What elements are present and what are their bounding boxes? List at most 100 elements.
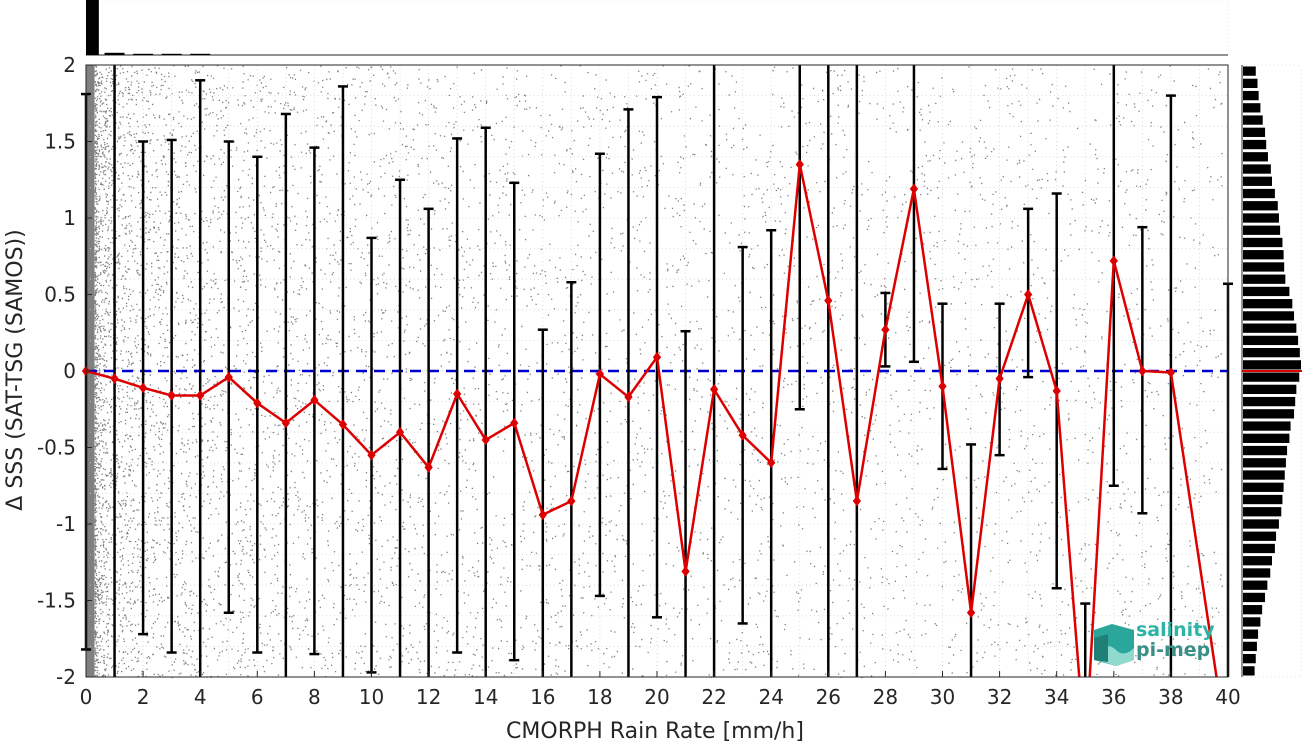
mean-point xyxy=(338,419,348,430)
x-tick-label: 22 xyxy=(701,685,726,709)
right-histogram-bar xyxy=(1243,494,1283,505)
mean-point xyxy=(481,434,490,446)
y-tick-label: 2 xyxy=(63,53,76,77)
y-tick-label: 0 xyxy=(63,359,76,383)
x-tick-label: 40 xyxy=(1215,685,1240,709)
right-histogram-bar xyxy=(1243,641,1257,652)
right-histogram-bar xyxy=(1243,445,1288,456)
axes xyxy=(85,64,1229,678)
right-histogram-bar xyxy=(1243,384,1297,395)
top-histogram-bar xyxy=(104,52,125,55)
mean-point xyxy=(367,449,376,461)
x-tick-label: 8 xyxy=(308,685,321,709)
right-histogram-bar xyxy=(1243,237,1283,248)
mean-point xyxy=(196,390,205,401)
top-histogram-bar xyxy=(86,0,99,55)
mean-point xyxy=(510,417,519,429)
right-histogram-bar xyxy=(1243,335,1299,346)
right-histogram-bar xyxy=(1243,250,1284,260)
right-histogram-bar xyxy=(1243,568,1271,578)
tick-labels: 0 2 4 6 8 10 12 14 16 18 20 22 24 26 28 30 32 34 36 38 4021.… xyxy=(37,53,1241,709)
mean-point xyxy=(138,382,148,394)
mean-point xyxy=(253,397,262,409)
right-histogram-bar xyxy=(1243,103,1261,113)
x-tick-label: 30 xyxy=(930,685,955,709)
right-histogram-bar xyxy=(1243,531,1277,541)
y-tick-label: 1.5 xyxy=(44,130,76,154)
right-histogram-bar xyxy=(1243,556,1272,566)
right-histogram-bar xyxy=(1243,299,1293,309)
right-histogram xyxy=(1241,64,1302,678)
right-histogram-bar xyxy=(1243,421,1291,431)
right-histogram-bar xyxy=(1243,78,1258,89)
mean-point xyxy=(938,380,947,392)
y-tick-label: 0.5 xyxy=(44,283,76,307)
logo-line1: salinity xyxy=(1136,619,1215,641)
x-tick-label: 0 xyxy=(80,685,93,709)
mean-polyline xyxy=(86,164,1218,677)
x-tick-label: 16 xyxy=(530,685,555,709)
mean-point xyxy=(852,495,861,507)
mean-point xyxy=(767,457,776,469)
mean-point xyxy=(624,391,633,403)
right-histogram-bar xyxy=(1243,470,1285,480)
right-histogram-bar xyxy=(1243,188,1275,199)
logo-line2: pi-mep xyxy=(1136,639,1211,661)
right-histogram-bar xyxy=(1243,580,1268,590)
x-tick-label: 4 xyxy=(194,685,207,709)
right-histogram-bar xyxy=(1243,323,1297,333)
x-tick-label: 34 xyxy=(1044,685,1069,709)
mean-point xyxy=(966,607,976,619)
top-histogram xyxy=(85,0,1229,56)
mean-point xyxy=(709,384,719,395)
mean-point xyxy=(881,324,890,336)
x-tick-label: 18 xyxy=(587,685,612,709)
right-histogram-bar xyxy=(1243,666,1255,676)
top-histogram-bar xyxy=(161,53,182,55)
mean-point xyxy=(424,462,433,473)
mean-point xyxy=(795,159,804,170)
right-histogram-bar xyxy=(1243,372,1300,382)
x-tick-label: 36 xyxy=(1101,685,1126,709)
y-axis-label: Δ SSS (SAT-TSG (SAMOS)) xyxy=(3,229,28,510)
y-tick-label: 1 xyxy=(63,206,76,230)
right-histogram-bar xyxy=(1243,433,1290,443)
x-tick-label: 24 xyxy=(758,685,783,709)
x-tick-label: 38 xyxy=(1158,685,1183,709)
right-histogram-bar xyxy=(1243,592,1266,603)
x-tick-label: 32 xyxy=(987,685,1012,709)
right-histogram-bar xyxy=(1243,482,1284,492)
right-histogram-bar xyxy=(1243,115,1263,125)
right-histogram-bar xyxy=(1243,458,1286,468)
x-tick-label: 2 xyxy=(137,685,150,709)
mean-point xyxy=(538,509,547,521)
right-histogram-bar xyxy=(1243,213,1279,223)
top-histogram-bar xyxy=(133,53,154,55)
right-histogram-bar xyxy=(1243,360,1301,370)
right-histogram-bar xyxy=(1243,347,1300,358)
right-histogram-bar xyxy=(1243,617,1261,627)
logo-icon xyxy=(1094,624,1134,666)
mean-point xyxy=(567,495,576,507)
right-histogram-bar xyxy=(1243,629,1259,639)
mean-point xyxy=(681,566,690,577)
top-histogram-frame xyxy=(85,0,1229,56)
y-tick-label: -1 xyxy=(56,512,76,536)
right-histogram-bar xyxy=(1243,90,1259,101)
logo-text: salinity pi-mep xyxy=(1136,620,1215,660)
x-axis-label: CMORPH Rain Rate [mm/h] xyxy=(506,719,804,744)
mean-point xyxy=(310,394,319,406)
top-histogram-bar xyxy=(190,53,211,55)
y-tick-label: -0.5 xyxy=(37,436,76,460)
right-histogram-bar xyxy=(1243,225,1281,235)
error-bars xyxy=(81,65,1233,677)
right-histogram-bar xyxy=(1243,396,1296,407)
mean-point xyxy=(1109,255,1118,267)
right-histogram-bar xyxy=(1243,176,1272,186)
mean-point xyxy=(995,373,1004,384)
right-histogram-bar xyxy=(1243,519,1279,529)
x-tick-label: 12 xyxy=(416,685,441,709)
mean-point xyxy=(824,295,833,306)
mean-line xyxy=(81,159,1218,677)
